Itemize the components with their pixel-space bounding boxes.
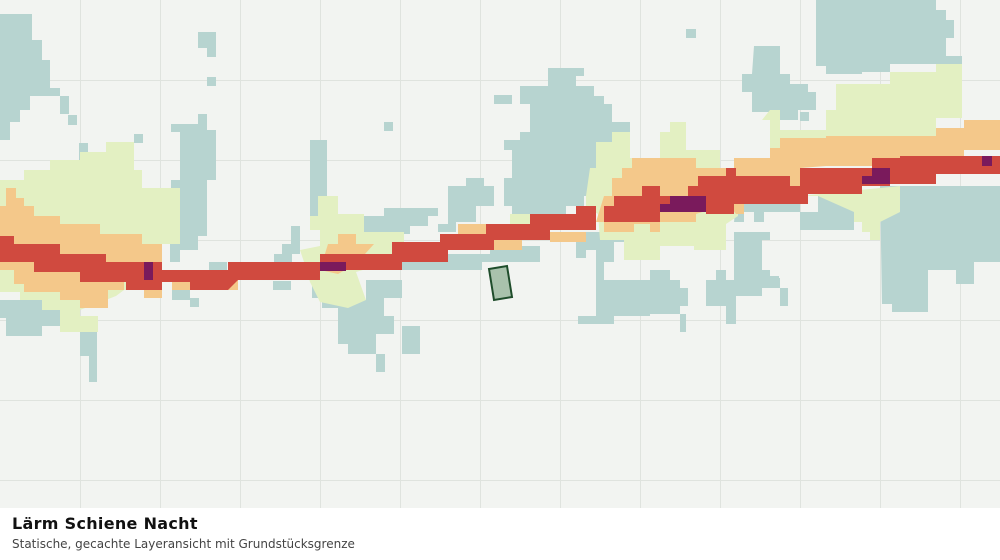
parcel-boundary: [487, 264, 514, 302]
map-subtitle: Statische, gecachte Layeransicht mit Gru…: [12, 537, 355, 551]
noise-above-60: [144, 156, 992, 280]
map-title: Lärm Schiene Nacht: [12, 514, 198, 533]
legend-footer: Lärm Schiene Nacht Statische, gecachte L…: [0, 508, 1000, 560]
map: [0, 0, 1000, 508]
